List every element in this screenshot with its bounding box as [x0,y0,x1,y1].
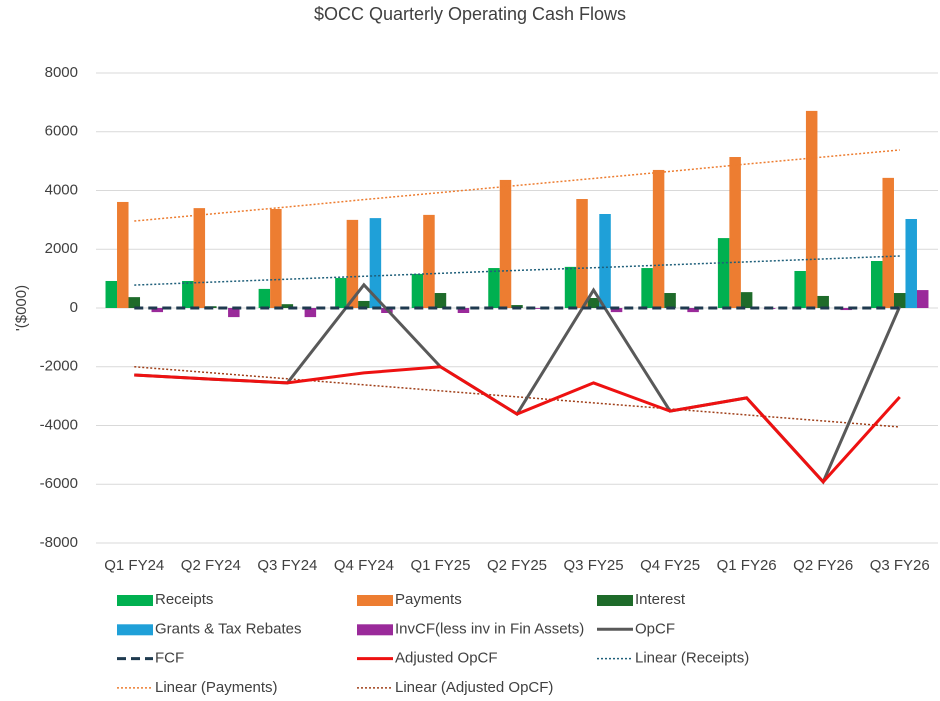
y-tick-label: 4000 [45,181,78,198]
bar [335,278,347,308]
bar [641,268,653,308]
bar [805,110,818,308]
y-tick-label: 8000 [45,64,78,81]
y-tick-label: 0 [70,299,78,316]
y-axis-label: '($000) [13,285,30,331]
bar [434,293,447,308]
bar [346,219,359,308]
bar [423,214,435,308]
bar [840,308,852,311]
bar [182,280,194,308]
bar [905,218,917,308]
bar [193,208,206,308]
bar [794,270,806,308]
legend-label: FCF [155,650,184,667]
x-tick-label: Q2 FY25 [487,557,547,574]
x-tick-label: Q3 FY26 [870,557,930,574]
bar [687,308,699,313]
bar [488,268,500,308]
legend-label: Interest [635,591,686,608]
bar [610,308,623,313]
legend-label: Payments [395,591,462,608]
bar [893,293,906,308]
bar [882,177,894,308]
x-tick-label: Q3 FY25 [564,557,624,574]
legend-label: InvCF(less inv in Fin Assets) [395,620,584,637]
bar [457,308,470,313]
y-tick-label: 6000 [45,123,78,140]
bar [599,214,611,308]
x-tick-label: Q4 FY25 [640,557,700,574]
bar [576,199,588,308]
bar [304,308,317,318]
line [134,255,900,286]
x-tick-label: Q1 FY24 [104,557,164,574]
bar [916,290,929,308]
legend-label: Receipts [155,591,213,608]
bar [258,288,271,308]
bar [151,308,164,313]
legend-swatch [597,595,633,606]
x-tick-label: Q1 FY25 [410,557,470,574]
bar [499,179,512,308]
legend-label: Adjusted OpCF [395,650,498,667]
y-tick-label: -4000 [40,416,78,433]
legend-label: Grants & Tax Rebates [155,620,301,637]
bar [281,304,294,308]
bar [358,300,370,308]
bar [740,292,753,308]
x-tick-label: Q1 FY26 [717,557,777,574]
y-tick-label: -2000 [40,358,78,375]
legend-swatch [117,624,153,636]
bar [411,273,424,308]
legend-label: Linear (Receipts) [635,650,749,667]
legend-label: Linear (Payments) [155,679,278,696]
legend-swatch [357,595,393,606]
bar [664,293,676,308]
line [134,366,900,428]
bar [105,280,118,308]
x-tick-label: Q3 FY24 [257,557,317,574]
x-tick-label: Q4 FY24 [334,557,394,574]
bar [270,209,282,308]
bar [228,308,240,318]
y-tick-label: 2000 [45,240,78,257]
bar [564,266,577,308]
legend-label: OpCF [635,620,675,637]
x-tick-label: Q2 FY24 [181,557,241,574]
legend-swatch [117,595,153,606]
legend-swatch [357,624,393,636]
bar [652,169,665,308]
line [134,365,901,485]
bar [717,238,730,308]
bar [870,261,883,308]
bar [534,308,546,309]
line [134,149,900,222]
bar [369,218,382,308]
bar [587,298,600,308]
bar [817,295,829,308]
x-tick-label: Q2 FY26 [793,557,853,574]
bar [117,201,129,308]
line [134,282,902,485]
chart-title: $OCC Quarterly Operating Cash Flows [314,4,626,24]
y-tick-label: -8000 [40,534,78,551]
bar [729,157,741,308]
legend-label: Linear (Adjusted OpCF) [395,679,553,696]
y-tick-label: -6000 [40,475,78,492]
bar [128,297,141,308]
